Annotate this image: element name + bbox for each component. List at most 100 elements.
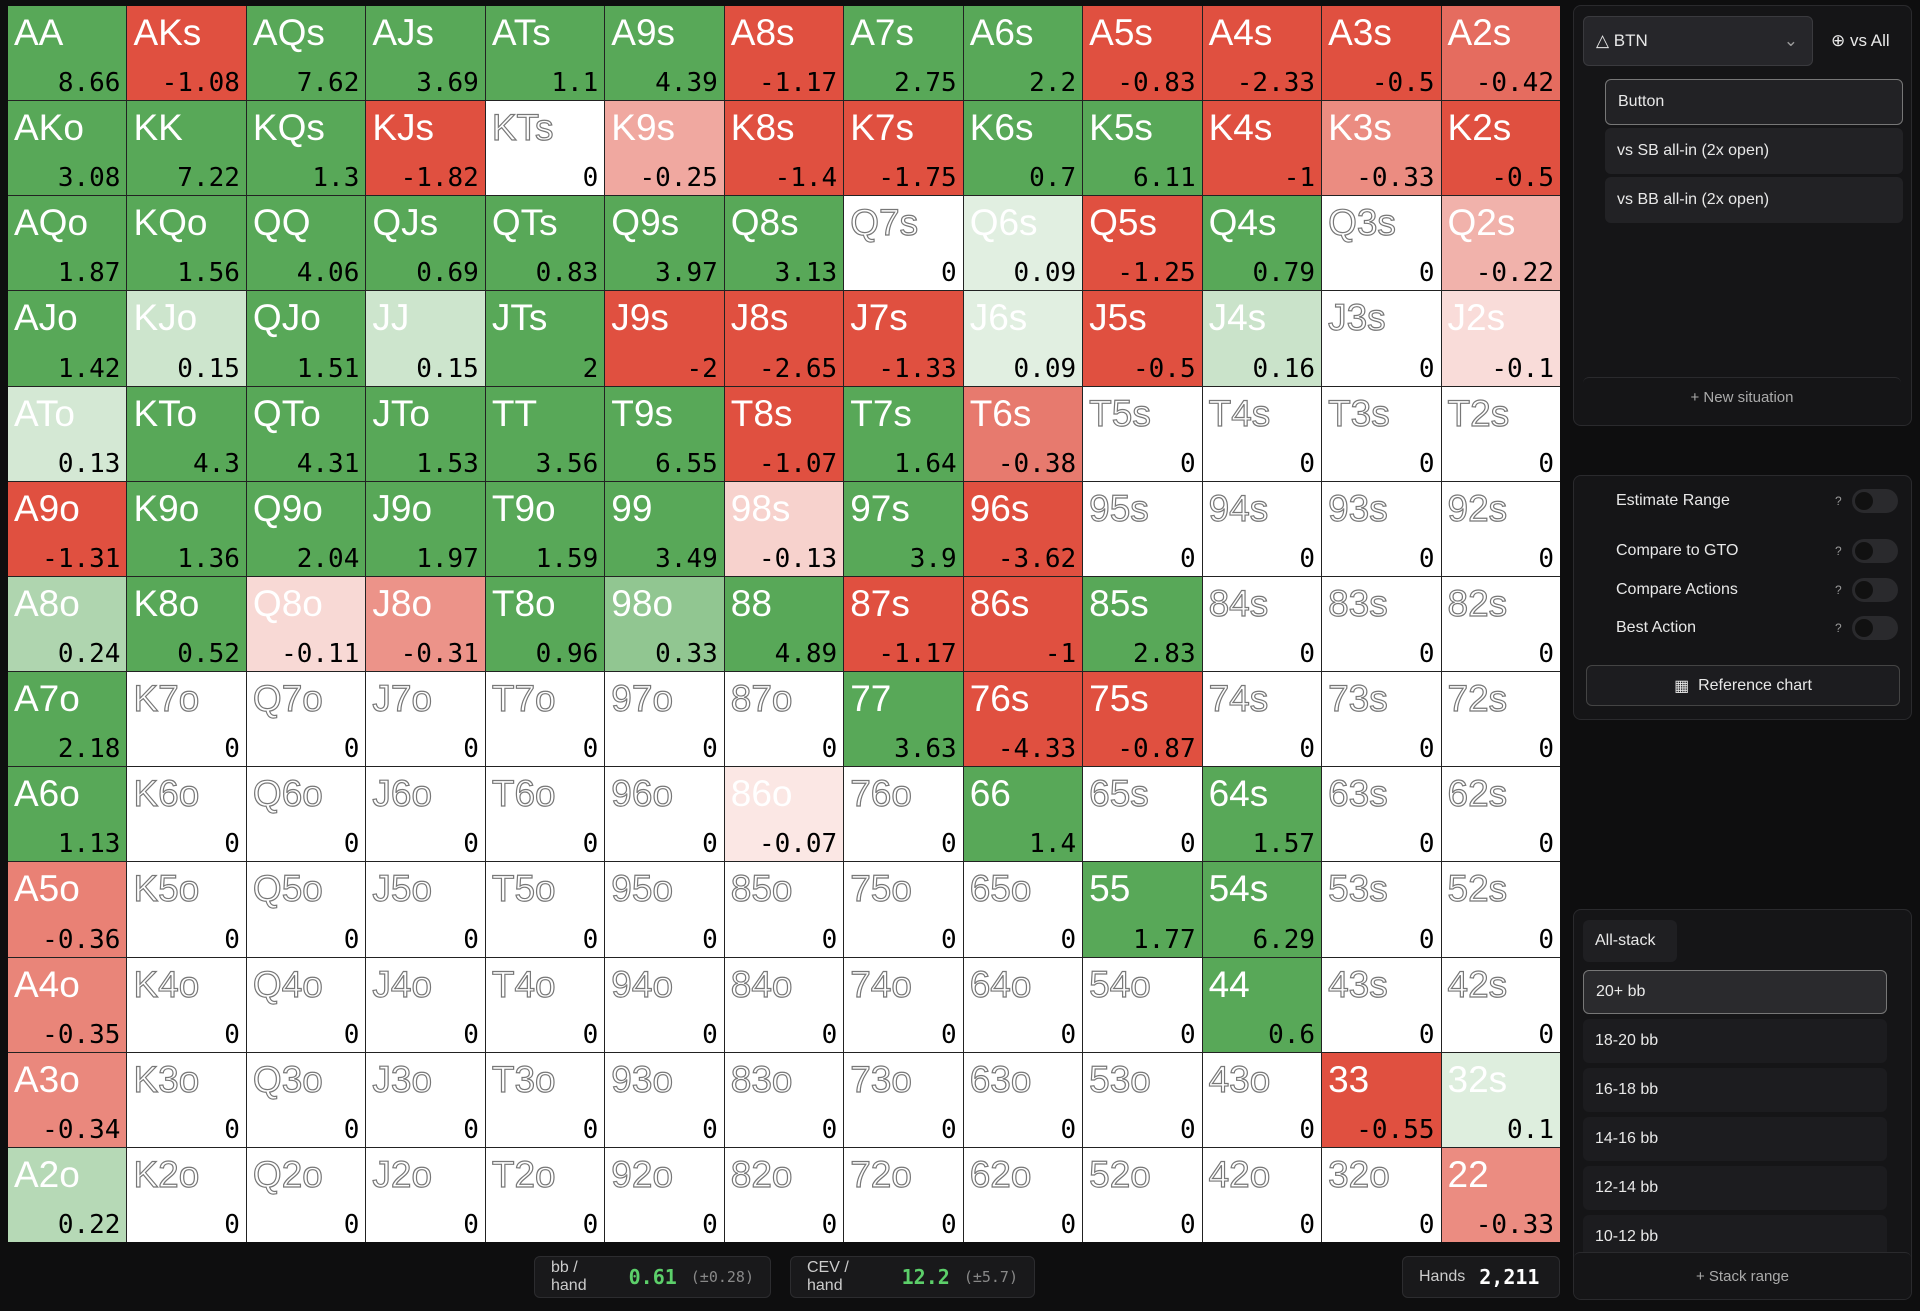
hand-value: 4.89 [774,639,838,670]
add-stack-button[interactable]: + Stack range [1574,1252,1911,1299]
hand-value: 1.42 [57,353,121,384]
hand-cell: 72s 0 [1441,672,1560,767]
hand-cell: 32s 0.1 [1441,1052,1560,1147]
hand-cell: J5s -0.5 [1083,291,1202,386]
hand-value: 0 [821,1019,838,1050]
stat-value: 0.61 [628,1265,677,1289]
hand-value: 0 [582,1210,599,1240]
help-icon[interactable]: ? [1835,544,1842,558]
hand-value: -1.33 [878,353,957,384]
hand-cell: 99 3.49 [605,481,724,576]
hand-cell: 53s 0 [1322,862,1441,957]
hand-label: 87s [850,582,910,624]
stat-value: 2,211 [1479,1265,1540,1289]
hand-label: K5o [133,868,200,910]
hand-value: 0 [702,1019,718,1050]
hand-cell: Q9o 2.04 [246,481,366,576]
position-select[interactable]: △ BTN ⌄ [1583,16,1813,66]
toggle-switch[interactable] [1852,578,1898,602]
hand-label: QTs [491,202,558,244]
stack-item[interactable]: 20+ bb [1583,970,1887,1014]
hand-label: 33 [1328,1058,1370,1100]
range-grid: AA 8.66 AKs -1.08 AQs 7.62 AJs 3.69 ATs 1.1 A9s 4.3… [8,6,1560,1242]
hand-cell: K2s -0.5 [1441,101,1560,196]
hand-cell: K6s 0.7 [963,101,1083,196]
hand-label: K8s [730,107,795,149]
hand-value: 1.53 [416,448,479,479]
hand-value: -0.87 [1117,734,1196,765]
toggle-switch[interactable] [1852,489,1898,513]
hand-cell: J7s -1.33 [844,291,963,386]
hand-label: K4s [1208,107,1273,149]
hand-cell: T7o 0 [485,672,605,767]
hand-value: 3.13 [774,258,838,289]
hand-value: 0.13 [57,448,121,479]
hand-value: 0 [582,734,599,765]
reference-chart-button[interactable]: ▦ Reference chart [1586,665,1900,706]
stack-item[interactable]: 18-20 bb [1583,1019,1887,1063]
hand-cell: A6o 1.13 [8,767,127,862]
hand-cell: 53o 0 [1083,1052,1202,1147]
hand-cell: 65o 0 [963,862,1083,957]
stack-tab[interactable]: All-stack [1583,920,1677,962]
hand-cell: 72o 0 [844,1147,963,1242]
hand-value: -1.25 [1117,258,1196,289]
stack-item[interactable]: 14-16 bb [1583,1117,1887,1161]
hand-value: -2.33 [1236,68,1316,99]
stack-item[interactable]: 10-12 bb [1583,1215,1887,1259]
situation-item[interactable]: vs SB all-in (2x open) [1605,128,1903,174]
hand-cell: Q3o 0 [246,1052,366,1147]
hand-label: 76o [850,773,913,815]
hand-label: AJs [372,12,435,53]
hand-value: -0.07 [758,829,838,860]
hand-value: 3.97 [655,258,718,289]
hand-cell: Q4o 0 [246,957,366,1052]
hand-cell: 76s -4.33 [963,672,1083,767]
new-situation-button[interactable]: + New situation [1583,377,1901,417]
hand-cell: Q2o 0 [246,1147,366,1242]
situation-item[interactable]: Button [1605,79,1903,125]
hand-cell: A9s 4.39 [605,6,724,101]
toggle-switch[interactable] [1852,616,1898,640]
help-icon[interactable]: ? [1835,621,1842,635]
hand-cell: KQo 1.56 [127,196,246,291]
hand-value: 0 [1418,258,1435,289]
hand-value: -0.83 [1117,68,1196,99]
stat-label: bb / hand [551,1259,587,1294]
hand-label: Q4s [1208,202,1277,244]
hand-label: 95s [1089,487,1150,529]
hand-value: -1.75 [878,163,957,194]
hand-label: T3s [1327,392,1390,434]
toggle-switch[interactable] [1852,539,1898,563]
hand-label: A7s [850,12,914,53]
hand-label: K6s [969,107,1034,149]
hand-value: -2.65 [758,353,838,384]
hand-label: K3o [133,1058,200,1100]
hand-cell: K5s 6.11 [1083,101,1202,196]
hand-cell: 75s -0.87 [1083,672,1202,767]
hand-cell: A9o -1.31 [8,481,127,576]
hand-label: A5s [1089,12,1153,53]
help-icon[interactable]: ? [1835,583,1842,597]
hand-value: 0 [343,924,360,955]
hand-cell: 54o 0 [1083,957,1202,1052]
hand-value: -0.42 [1475,68,1554,99]
stack-item[interactable]: 16-18 bb [1583,1068,1887,1112]
hand-value: 0 [1179,829,1196,860]
hand-value: 0 [702,734,718,765]
hand-cell: 96o 0 [605,767,724,862]
hand-value: 0.15 [416,353,479,384]
stack-item[interactable]: 12-14 bb [1583,1166,1887,1210]
situation-item[interactable]: vs BB all-in (2x open) [1605,177,1903,223]
hand-label: KQs [252,107,325,149]
hand-value: 4.3 [192,448,240,479]
hand-cell: AJo 1.42 [8,291,127,386]
hand-cell: 98s -0.13 [724,481,844,576]
hand-value: 4.06 [296,258,360,289]
hand-value: -3.62 [997,543,1077,574]
hand-cell: K3o 0 [127,1052,246,1147]
help-icon[interactable]: ? [1835,494,1842,508]
position: BTN [1613,31,1648,50]
opponent-select[interactable]: ⊕ vs All [1831,31,1890,50]
hand-label: JTs [491,297,548,339]
